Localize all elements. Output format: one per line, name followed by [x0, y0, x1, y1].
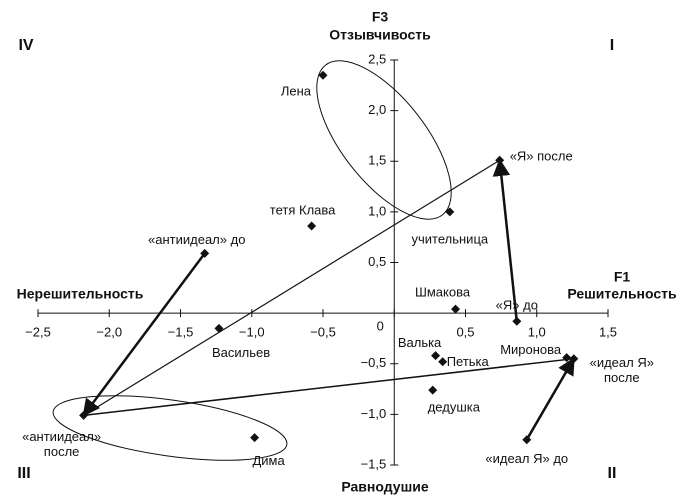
quadrant-label: II: [608, 465, 617, 482]
arrow: [492, 158, 519, 322]
point-label: «Я» после: [510, 149, 573, 164]
x-tick-label: −1,0: [239, 325, 265, 340]
point-label: Дима: [252, 453, 285, 468]
x-tick-label: −2,0: [96, 325, 122, 340]
point-label: Петька: [447, 354, 490, 369]
point-label: учительница: [412, 231, 489, 246]
quadrant-label: I: [610, 37, 614, 54]
point: [512, 316, 522, 326]
y-tick-label: 1,0: [368, 203, 386, 218]
point: [438, 357, 448, 367]
arrow: [82, 252, 206, 417]
point: [250, 433, 260, 443]
point-label: Лена: [281, 84, 312, 99]
x-label-left: Нерешительность: [17, 286, 144, 302]
point-label: дедушка: [428, 400, 481, 415]
point-label: Шмакова: [415, 285, 471, 300]
connector: [83, 159, 501, 416]
x-tick-label: 1,5: [599, 325, 617, 340]
point-label: после: [604, 370, 640, 385]
point-label: «идеал Я»: [590, 355, 654, 370]
y-title: F3: [372, 9, 389, 25]
point: [451, 304, 461, 314]
point: [79, 410, 89, 420]
connector: [83, 357, 574, 417]
point-label: «идеал Я» до: [485, 451, 568, 466]
point: [431, 351, 441, 361]
arrow: [525, 357, 575, 441]
point-label: «Я» до: [496, 298, 538, 313]
point-label: «антиидеал» до: [148, 232, 245, 247]
point-label: Валька: [398, 335, 442, 350]
point: [522, 435, 532, 445]
x-tick-label: 0: [377, 319, 384, 334]
y-tick-label: −1,0: [361, 406, 387, 421]
point-label: после: [44, 444, 80, 459]
point: [562, 353, 572, 363]
x-tick-label: −1,5: [168, 325, 194, 340]
point-label: «антиидеал»: [22, 429, 101, 444]
y-tick-label: 2,5: [368, 51, 386, 66]
x-tick-label: −0,5: [310, 325, 336, 340]
x-tick-label: 1,0: [528, 325, 546, 340]
y-tick-label: −0,5: [361, 355, 387, 370]
point-label: Миронова: [500, 342, 562, 357]
point-label: тетя Клава: [270, 202, 336, 217]
quadrant-label: IV: [18, 37, 33, 54]
point: [307, 221, 317, 231]
y-label-top: Отзывчивость: [329, 27, 431, 43]
x-tick-label: 0,5: [456, 325, 474, 340]
x-title: F1: [614, 269, 631, 285]
y-tick-label: 1,5: [368, 153, 386, 168]
point: [495, 155, 505, 165]
point: [428, 385, 438, 395]
y-tick-label: 0,5: [368, 254, 386, 269]
point: [214, 323, 224, 333]
point: [200, 248, 210, 258]
point: [318, 70, 328, 80]
cluster-ellipse: [316, 60, 452, 220]
cluster-ellipse: [52, 395, 288, 461]
y-label-bottom: Равнодушие: [341, 479, 428, 495]
y-tick-label: −1,5: [361, 456, 387, 471]
x-label-right: Решительность: [567, 286, 677, 302]
point-label: Васильев: [212, 345, 270, 360]
quadrant-label: III: [17, 465, 30, 482]
point: [445, 207, 455, 217]
point: [569, 354, 579, 364]
x-tick-label: −2,5: [25, 325, 51, 340]
y-tick-label: 2,0: [368, 102, 386, 117]
